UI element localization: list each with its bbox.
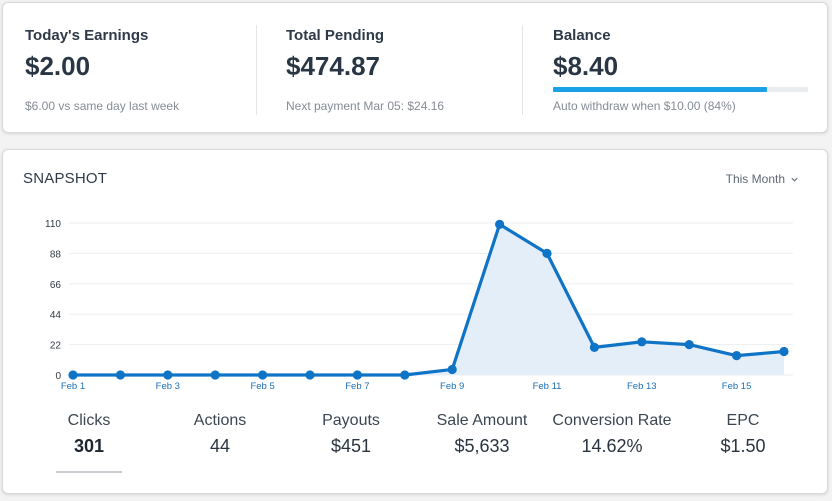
- total-pending: Total Pending $474.87 Next payment Mar 0…: [286, 3, 521, 134]
- x-tick-label: Feb 3: [156, 381, 180, 392]
- snapshot-title: SNAPSHOT: [23, 170, 108, 187]
- data-point: [589, 342, 600, 352]
- data-point: [163, 370, 173, 380]
- data-point: [305, 370, 315, 380]
- metric-value: $1.50: [720, 436, 766, 456]
- series-line: [73, 222, 785, 377]
- metrics-row: Clicks 301 Actions 44 Payouts $451 Sale Amount…: [3, 412, 829, 492]
- metric-epc[interactable]: EPC $1.50: [678, 412, 808, 457]
- balance-value: $8.40: [553, 51, 619, 81]
- metric-label: Sale Amount: [436, 412, 528, 429]
- y-tick-label: 0: [55, 371, 61, 382]
- todays-earnings-label: Today's Earnings: [25, 27, 149, 44]
- metric-payouts[interactable]: Payouts $451: [286, 412, 416, 457]
- todays-earnings-value: $2.00: [25, 51, 91, 81]
- x-tick-label: Feb 1: [61, 381, 85, 392]
- metric-label: EPC: [726, 412, 760, 429]
- y-tick-label: 88: [50, 249, 62, 260]
- metric-label: Conversion Rate: [552, 412, 672, 429]
- series-area: [73, 224, 784, 375]
- data-point: [258, 370, 268, 380]
- y-tick-label: 44: [50, 310, 62, 321]
- stats-card: Today's Earnings $2.00 $6.00 vs same day…: [2, 2, 828, 133]
- x-tick-label: Feb 11: [533, 381, 562, 392]
- total-pending-label: Total Pending: [286, 27, 385, 44]
- x-tick-label: Feb 15: [722, 381, 752, 392]
- x-tick-label: Feb 5: [250, 381, 274, 392]
- divider: [256, 25, 257, 115]
- snapshot-chart: 0 22 44 66 88 110 Feb 1 Feb 3 Feb 5 Feb 7 Feb 9 Feb…: [45, 219, 793, 392]
- period-dropdown[interactable]: This Month: [726, 172, 799, 186]
- data-point: [732, 351, 742, 361]
- metric-value: 14.62%: [581, 436, 643, 456]
- y-tick-label: 66: [50, 280, 62, 291]
- metric-value: 44: [209, 436, 231, 456]
- total-pending-value: $474.87: [286, 51, 380, 81]
- data-point: [447, 364, 457, 375]
- x-tick-label: Feb 7: [345, 381, 369, 392]
- x-tick-label: Feb 9: [440, 381, 464, 392]
- data-point: [495, 219, 505, 229]
- data-point: [115, 370, 125, 380]
- x-tick-label: Feb 13: [627, 381, 657, 392]
- metric-conversion-rate[interactable]: Conversion Rate 14.62%: [547, 412, 677, 457]
- balance-progress-fill: [553, 87, 768, 92]
- next-payment-text: Next payment Mar 05: $24.16: [286, 99, 445, 113]
- data-point: [542, 248, 552, 258]
- snapshot-card: SNAPSHOT This Month 0 22 44 66 88 110 Feb 1 Feb…: [2, 149, 828, 494]
- data-point: [210, 370, 220, 380]
- y-tick-label: 110: [45, 219, 61, 230]
- data-point: [400, 370, 410, 380]
- metric-sale-amount[interactable]: Sale Amount $5,633: [417, 412, 547, 457]
- data-point: [68, 370, 78, 380]
- y-tick-label: 22: [50, 341, 62, 352]
- metric-value: $451: [330, 436, 372, 456]
- balance: Balance $8.40 Auto withdraw when $10.00 …: [553, 3, 809, 134]
- data-point: [684, 340, 694, 350]
- metric-label: Payouts: [322, 412, 380, 429]
- divider: [522, 25, 523, 115]
- metric-value: 301: [73, 436, 105, 456]
- chevron-down-icon: [791, 177, 798, 182]
- metric-actions[interactable]: Actions 44: [155, 412, 285, 457]
- metric-label: Actions: [193, 412, 247, 429]
- active-metric-indicator: [56, 471, 122, 473]
- data-point: [637, 337, 647, 347]
- todays-earnings-comparison: $6.00 vs same day last week: [25, 99, 180, 113]
- metric-clicks[interactable]: Clicks 301: [24, 412, 154, 457]
- period-dropdown-label: This Month: [725, 172, 785, 186]
- todays-earnings: Today's Earnings $2.00 $6.00 vs same day…: [25, 3, 255, 134]
- auto-withdraw-text: Auto withdraw when $10.00 (84%): [553, 99, 736, 113]
- balance-progress-bar: [553, 87, 808, 92]
- balance-label: Balance: [553, 27, 611, 44]
- metric-label: Clicks: [67, 412, 111, 429]
- data-point: [779, 346, 789, 357]
- metric-value: $5,633: [454, 436, 510, 456]
- data-point: [352, 370, 362, 380]
